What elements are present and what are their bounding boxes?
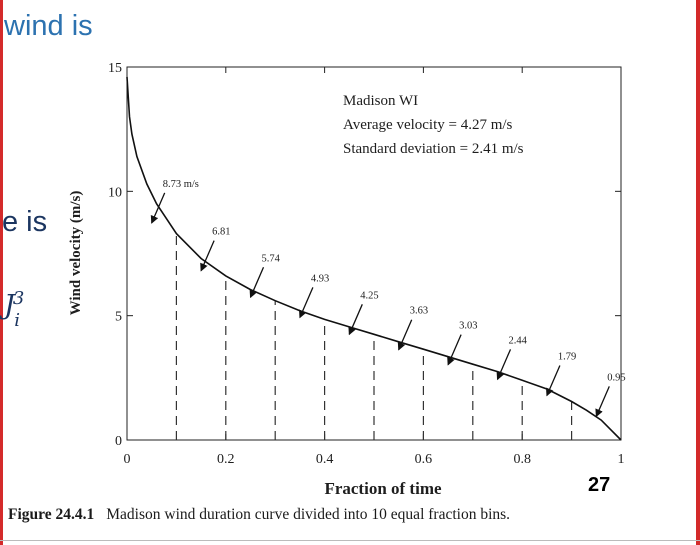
formula-superscript: 3 [12,288,25,309]
bin-mean-label: 8.73 m/s [163,179,199,190]
slide-formula-fragment: J3i [4,288,32,331]
x-tick-label: 0.6 [415,452,433,467]
x-tick-label: 0.8 [513,452,531,467]
x-tick-label: 0.4 [316,452,334,467]
y-axis-label: Wind velocity (m/s) [68,191,84,316]
bin-mean-arrow [595,386,610,418]
bin-mean-arrow [447,334,462,366]
bin-mean-label: 5.74 [262,253,281,264]
formula-subscript: i [14,310,21,331]
slide-text-fragment: wind is [4,10,93,42]
info-location: Madison WI [343,93,418,109]
bin-mean-arrow [200,240,215,272]
x-tick-label: 1 [618,452,625,467]
info-average-velocity: Average velocity = 4.27 m/s [343,117,513,133]
formula-base: J [4,290,15,321]
bin-mean-arrow [150,192,166,224]
figure-caption: Figure 24.4.1 Madison wind duration curve… [8,506,510,524]
bin-mean-arrow [397,319,413,351]
page-number: 27 [588,474,611,496]
figure-caption-text: Madison wind duration curve divided into… [106,506,511,523]
x-tick-label: 0 [124,452,131,467]
duration-curve [126,76,622,441]
y-tick-label: 0 [115,434,122,449]
slide-frame-right [696,0,700,545]
bin-mean-label: 4.25 [360,290,378,301]
x-tick-label: 0.2 [217,452,235,467]
info-box: Madison WI Average velocity = 4.27 m/s S… [343,93,524,157]
slide-text-fragment: e is [2,206,48,238]
bin-mean-label: 3.03 [459,321,477,332]
bin-mean-arrow [299,287,314,319]
bin-mean-arrow [546,365,561,397]
bin-mean-label: 6.81 [212,227,230,238]
x-axis-label: Fraction of time [324,479,442,498]
bin-mean-arrow [249,267,265,299]
bin-mean-label: 0.95 [607,372,625,383]
y-tick-label: 15 [108,61,122,76]
bin-mean-label: 2.44 [509,335,528,346]
bin-mean-label: 1.79 [558,351,576,362]
bin-mean-arrow [496,349,512,381]
slide-frame-left [0,0,3,545]
bin-mean-arrow [348,304,363,336]
y-tick-label: 5 [115,310,122,325]
bin-mean-label: 3.63 [410,306,428,317]
bottom-divider [0,540,700,541]
info-standard-deviation: Standard deviation = 2.41 m/s [343,141,524,157]
y-tick-label: 10 [108,185,122,200]
bin-mean-label: 4.93 [311,273,329,284]
figure-label: Figure 24.4.1 [8,506,95,523]
